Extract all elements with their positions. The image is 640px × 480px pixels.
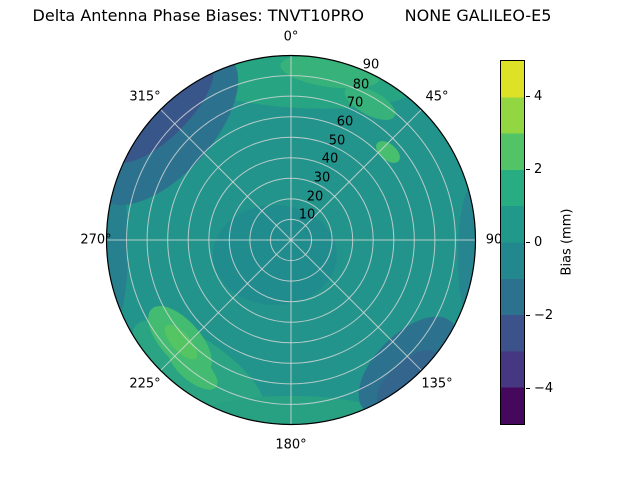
radial-tick-label-40: 40	[321, 151, 339, 167]
angular-tick-label-225: 225°	[129, 376, 161, 392]
radial-tick-label-50: 50	[328, 133, 346, 149]
radial-tick-label-10: 10	[298, 207, 316, 223]
chart-title: Delta Antenna Phase Biases: TNVT10PRO NO…	[32, 6, 552, 25]
contour-region	[164, 324, 198, 360]
polar-grid	[106, 55, 476, 425]
grid-spoke	[159, 108, 292, 241]
radial-tick-label-90: 90	[362, 57, 380, 73]
contour-region	[376, 349, 438, 407]
colorbar-axis-label: Bias (mm)	[559, 208, 575, 276]
angular-tick-label-135: 135°	[421, 376, 453, 392]
angular-tick-label-315: 315°	[129, 89, 161, 105]
radial-tick-label-60: 60	[336, 114, 354, 130]
contour-region	[168, 346, 218, 390]
angular-tick-label-45: 45°	[425, 89, 449, 105]
angular-tick-label-0: 0°	[283, 29, 299, 45]
colorbar-tick-label-m4: −4	[534, 381, 554, 396]
contour-region	[344, 86, 396, 120]
colorbar-tickmark	[526, 96, 530, 97]
grid-spoke	[159, 239, 292, 372]
colorbar-tick-label-2: 2	[534, 162, 543, 177]
angular-tick-label-270: 270°	[80, 232, 112, 248]
angular-tick-label-180: 180°	[275, 437, 307, 453]
colorbar	[500, 60, 525, 425]
grid-spoke	[290, 108, 423, 241]
radial-tick-label-70: 70	[346, 95, 364, 111]
plot-outline	[105, 54, 477, 426]
colorbar-tickmark	[526, 242, 530, 243]
colorbar-tickmark	[526, 169, 530, 170]
radial-tick-label-30: 30	[313, 170, 331, 186]
grid-spoke	[290, 239, 423, 372]
colorbar-tick-label-4: 4	[534, 89, 543, 104]
radial-tick-label-20: 20	[306, 189, 324, 205]
colorbar-tickmark	[526, 388, 530, 389]
colorbar-tick-label-m2: −2	[534, 308, 554, 323]
contour-region	[376, 141, 400, 163]
angular-tick-label-90: 90	[485, 232, 503, 248]
colorbar-tickmark	[526, 315, 530, 316]
contour-region	[458, 186, 476, 326]
colorbar-tick-label-0: 0	[534, 235, 543, 250]
radial-tick-label-80: 80	[352, 77, 370, 93]
